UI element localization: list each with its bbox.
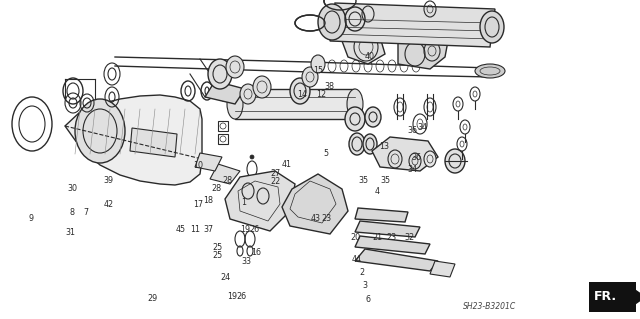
Text: 5: 5	[324, 149, 329, 158]
Text: 37: 37	[203, 225, 213, 234]
Polygon shape	[342, 31, 385, 64]
Ellipse shape	[208, 59, 232, 89]
Text: 20: 20	[350, 233, 360, 242]
Text: 7: 7	[84, 208, 89, 217]
Text: 36: 36	[408, 126, 418, 135]
Text: 43: 43	[310, 214, 321, 223]
Text: 10: 10	[193, 161, 204, 170]
Text: 3: 3	[362, 281, 367, 290]
Text: 12: 12	[316, 90, 326, 99]
Ellipse shape	[290, 78, 310, 104]
Polygon shape	[65, 95, 202, 185]
Text: 6: 6	[365, 295, 371, 304]
Ellipse shape	[363, 134, 377, 154]
Text: 11: 11	[190, 225, 200, 234]
Polygon shape	[330, 3, 495, 47]
Ellipse shape	[345, 107, 365, 131]
Text: 21: 21	[372, 233, 383, 242]
Text: 8: 8	[69, 208, 74, 217]
Polygon shape	[430, 261, 455, 277]
Text: 25: 25	[212, 243, 223, 252]
Ellipse shape	[424, 151, 436, 167]
Ellipse shape	[349, 133, 365, 155]
Ellipse shape	[253, 76, 271, 98]
Text: 29: 29	[147, 294, 157, 303]
Polygon shape	[398, 34, 448, 69]
Polygon shape	[355, 236, 430, 254]
FancyBboxPatch shape	[589, 282, 636, 312]
Ellipse shape	[226, 56, 244, 78]
Text: 24: 24	[220, 273, 230, 282]
Polygon shape	[355, 208, 408, 222]
Ellipse shape	[347, 89, 363, 119]
Text: 42: 42	[104, 200, 114, 209]
Text: 19: 19	[227, 292, 237, 301]
Text: 36: 36	[411, 153, 421, 162]
Text: 26: 26	[237, 292, 247, 301]
Text: 41: 41	[282, 160, 292, 169]
Text: 1: 1	[241, 198, 246, 207]
Ellipse shape	[480, 11, 504, 43]
Ellipse shape	[75, 99, 125, 163]
Text: 45: 45	[175, 225, 186, 234]
Ellipse shape	[240, 84, 256, 104]
Text: 19: 19	[240, 225, 250, 234]
Ellipse shape	[227, 89, 243, 119]
Polygon shape	[282, 174, 348, 234]
Polygon shape	[355, 221, 420, 237]
Text: FR.: FR.	[593, 291, 616, 303]
Ellipse shape	[250, 155, 254, 159]
Ellipse shape	[302, 67, 318, 87]
Ellipse shape	[475, 64, 505, 78]
Ellipse shape	[318, 4, 346, 40]
Text: 32: 32	[404, 233, 415, 242]
Text: 38: 38	[324, 82, 335, 91]
Text: 40: 40	[364, 52, 374, 61]
Text: 26: 26	[249, 225, 259, 234]
Text: 18: 18	[203, 197, 213, 205]
Polygon shape	[372, 137, 438, 171]
Text: 9: 9	[28, 214, 33, 223]
Text: 17: 17	[193, 200, 204, 209]
Text: 44: 44	[351, 256, 362, 264]
Text: 23: 23	[321, 214, 332, 223]
Text: 4: 4	[375, 187, 380, 196]
Ellipse shape	[445, 149, 465, 173]
Text: 35: 35	[381, 176, 391, 185]
Polygon shape	[355, 249, 438, 271]
Polygon shape	[195, 153, 222, 171]
Text: 31: 31	[65, 228, 76, 237]
Text: SH23-B3201C: SH23-B3201C	[463, 302, 516, 311]
Text: 34: 34	[417, 123, 428, 132]
Ellipse shape	[311, 55, 325, 73]
Text: 22: 22	[270, 177, 280, 186]
Text: 2: 2	[359, 268, 364, 277]
Text: 25: 25	[212, 251, 223, 260]
Polygon shape	[235, 89, 355, 119]
Text: 39: 39	[104, 176, 114, 185]
Ellipse shape	[365, 107, 381, 127]
Polygon shape	[635, 290, 640, 304]
Text: 28: 28	[211, 184, 221, 193]
Text: 13: 13	[379, 142, 389, 151]
Text: 34: 34	[408, 165, 418, 174]
Polygon shape	[130, 128, 177, 157]
Text: 14: 14	[297, 90, 307, 99]
Text: 23: 23	[387, 233, 397, 242]
Polygon shape	[205, 81, 245, 104]
Text: 35: 35	[358, 176, 369, 185]
Text: 15: 15	[313, 66, 323, 75]
Text: 27: 27	[270, 169, 280, 178]
Polygon shape	[210, 164, 240, 184]
Text: 16: 16	[251, 248, 261, 256]
Polygon shape	[225, 171, 295, 231]
Text: 30: 30	[67, 184, 77, 193]
Text: 28: 28	[222, 176, 232, 185]
Text: 33: 33	[241, 257, 252, 266]
